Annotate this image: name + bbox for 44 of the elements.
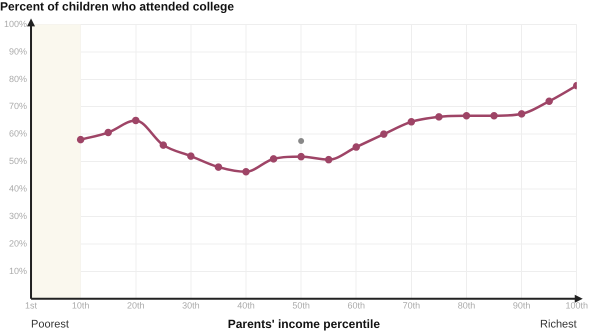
y-tick-label: 10%: [9, 266, 28, 276]
point: [187, 152, 195, 160]
text: Richest: [540, 318, 577, 331]
point: [462, 112, 470, 120]
y-tick-label: 40%: [9, 184, 28, 194]
y-tick-label: 100%: [4, 18, 28, 29]
chart-title: Percent of children who attended college: [0, 0, 234, 14]
x-tick-label: 30th: [182, 300, 200, 311]
point: [242, 168, 250, 176]
x-tick-label: 50th: [292, 300, 310, 311]
point: [76, 136, 84, 144]
point: [297, 152, 305, 160]
y-tick-label: 80%: [9, 74, 28, 84]
point: [380, 130, 388, 138]
point: [270, 155, 278, 163]
point: [545, 97, 553, 105]
x-axis-title: Parents' income percentile: [228, 317, 380, 332]
point: [298, 138, 304, 144]
x-tick-label: 40th: [237, 300, 255, 311]
x-tick-label: 70th: [402, 300, 420, 311]
x-tick-label: 20th: [126, 300, 145, 311]
point: [160, 141, 168, 149]
point: [490, 112, 498, 120]
point: [132, 116, 140, 124]
point: [408, 118, 416, 126]
x-tick-label: 80th: [458, 300, 476, 311]
x-tick-label: 1st: [25, 300, 38, 311]
y-tick-label: 90%: [9, 46, 28, 56]
y-tick-label: 20%: [9, 238, 28, 248]
x-tick-label: 60th: [347, 300, 366, 311]
point: [214, 163, 222, 171]
point: [518, 110, 526, 118]
point: [352, 143, 360, 151]
y-tick-label: 50%: [9, 156, 28, 166]
y-tick-label: 60%: [9, 128, 28, 139]
x-tick-label: 90th: [512, 300, 530, 311]
y-tick-label: 30%: [9, 210, 28, 221]
point: [104, 128, 112, 136]
point: [324, 156, 332, 164]
point: [435, 113, 443, 121]
x-tick-label: 10th: [72, 300, 90, 311]
x-tick-label: 100th: [565, 300, 588, 311]
text: Poorest: [31, 318, 69, 331]
y-tick-label: 70%: [9, 101, 28, 112]
